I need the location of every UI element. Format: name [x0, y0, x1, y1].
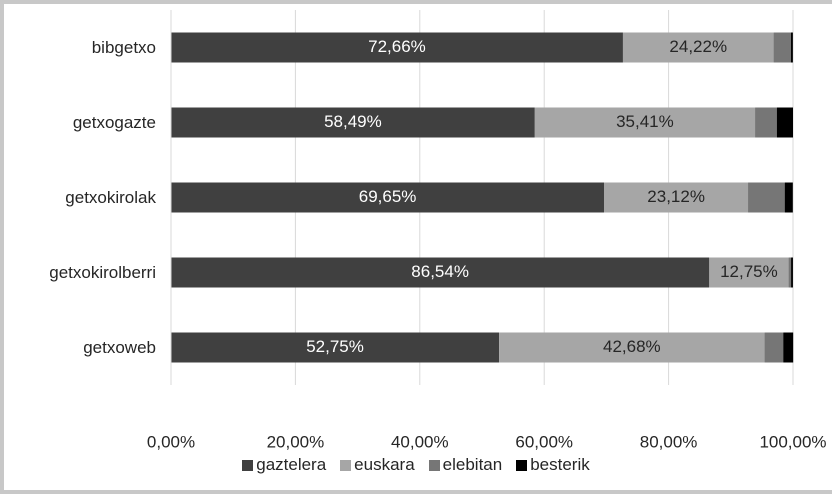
bar-segment	[171, 257, 710, 288]
data-label: 24,22%	[669, 37, 727, 56]
bar-segment	[171, 332, 500, 363]
bar-segment	[764, 332, 784, 363]
category-label: getxokirolberri	[20, 263, 156, 283]
legend-item: gaztelera	[242, 455, 326, 475]
data-label: 35,41%	[616, 112, 674, 131]
bar-segment	[748, 182, 785, 213]
legend: gaztelera euskara elebitan besterik	[0, 455, 832, 475]
category-label: getxogazte	[20, 113, 156, 133]
category-text: getxogazte	[72, 112, 156, 132]
bar-segment	[604, 182, 749, 213]
bar-segment	[791, 257, 793, 288]
bar-segment	[171, 32, 623, 63]
category-text: getxokirolak	[65, 187, 156, 207]
data-label: 12,75%	[720, 262, 778, 281]
category-text: getxoweb	[83, 337, 156, 357]
x-tick-label: 100,00%	[759, 432, 826, 451]
category-label: getxoweb	[20, 338, 156, 358]
data-label: 23,12%	[647, 187, 705, 206]
data-label: 42,68%	[603, 337, 661, 356]
data-label: 58,49%	[324, 112, 382, 131]
legend-label: gaztelera	[256, 455, 327, 474]
legend-label: besterik	[530, 455, 590, 474]
x-tick-label: 0,00%	[147, 432, 195, 451]
legend-swatch	[516, 459, 528, 471]
legend-item: euskara	[340, 455, 415, 475]
legend-item: besterik	[516, 455, 590, 475]
bar-segment	[534, 107, 756, 138]
bar-segment	[499, 332, 765, 363]
bar-segment	[709, 257, 789, 288]
category-text: bibgetxo	[91, 37, 156, 57]
bar-segment	[622, 32, 774, 63]
x-tick-label: 40,00%	[391, 432, 449, 451]
legend-swatch	[242, 459, 254, 471]
category-text: getxokirolberri	[49, 262, 156, 282]
x-tick-label: 60,00%	[515, 432, 573, 451]
legend-label: euskara	[354, 455, 415, 474]
legend-label: elebitan	[442, 455, 503, 474]
legend-swatch	[428, 459, 440, 471]
bar-segment	[784, 182, 793, 213]
data-label: 86,54%	[411, 262, 469, 281]
data-label: 72,66%	[368, 37, 426, 56]
legend-swatch	[340, 459, 352, 471]
bar-segment	[783, 332, 794, 363]
bar-segment	[773, 32, 792, 63]
legend-item: elebitan	[428, 455, 503, 475]
bar-segment	[791, 32, 793, 63]
bar-segment	[171, 182, 605, 213]
data-label: 69,65%	[359, 187, 417, 206]
x-tick-label: 20,00%	[267, 432, 325, 451]
x-tick-label: 80,00%	[640, 432, 698, 451]
bar-segment	[755, 107, 777, 138]
bar-segment	[788, 257, 792, 288]
category-label: bibgetxo	[20, 38, 156, 58]
data-label: 52,75%	[306, 337, 364, 356]
category-label: getxokirolak	[20, 188, 156, 208]
bar-segment	[776, 107, 793, 138]
bar-segment	[171, 107, 535, 138]
